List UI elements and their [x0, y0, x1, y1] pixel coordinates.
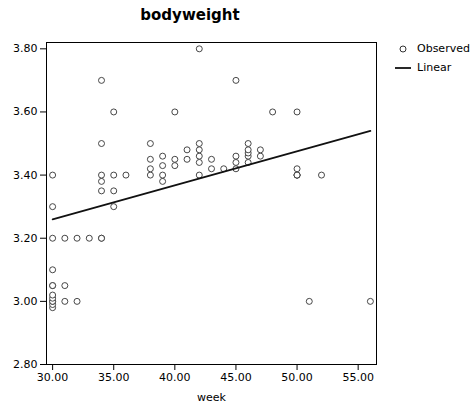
svg-text:3.60: 3.60	[13, 105, 38, 118]
svg-text:50.00: 50.00	[281, 371, 313, 384]
svg-text:3.20: 3.20	[13, 232, 38, 245]
svg-text:30.00: 30.00	[37, 371, 69, 384]
svg-text:55.00: 55.00	[342, 371, 374, 384]
html-text:Linear: Linear	[417, 61, 452, 74]
svg-text:35.00: 35.00	[98, 371, 130, 384]
svg-text:week: week	[197, 391, 227, 404]
svg-text:3.80: 3.80	[13, 42, 38, 55]
html-text:bodyweight: bodyweight	[140, 6, 240, 24]
html-text:Observed: Observed	[417, 42, 470, 55]
svg-text:3.40: 3.40	[13, 169, 38, 182]
svg-text:3.00: 3.00	[13, 295, 38, 308]
svg-text:2.80: 2.80	[13, 358, 38, 371]
svg-text:40.00: 40.00	[159, 371, 191, 384]
svg-text:45.00: 45.00	[220, 371, 252, 384]
